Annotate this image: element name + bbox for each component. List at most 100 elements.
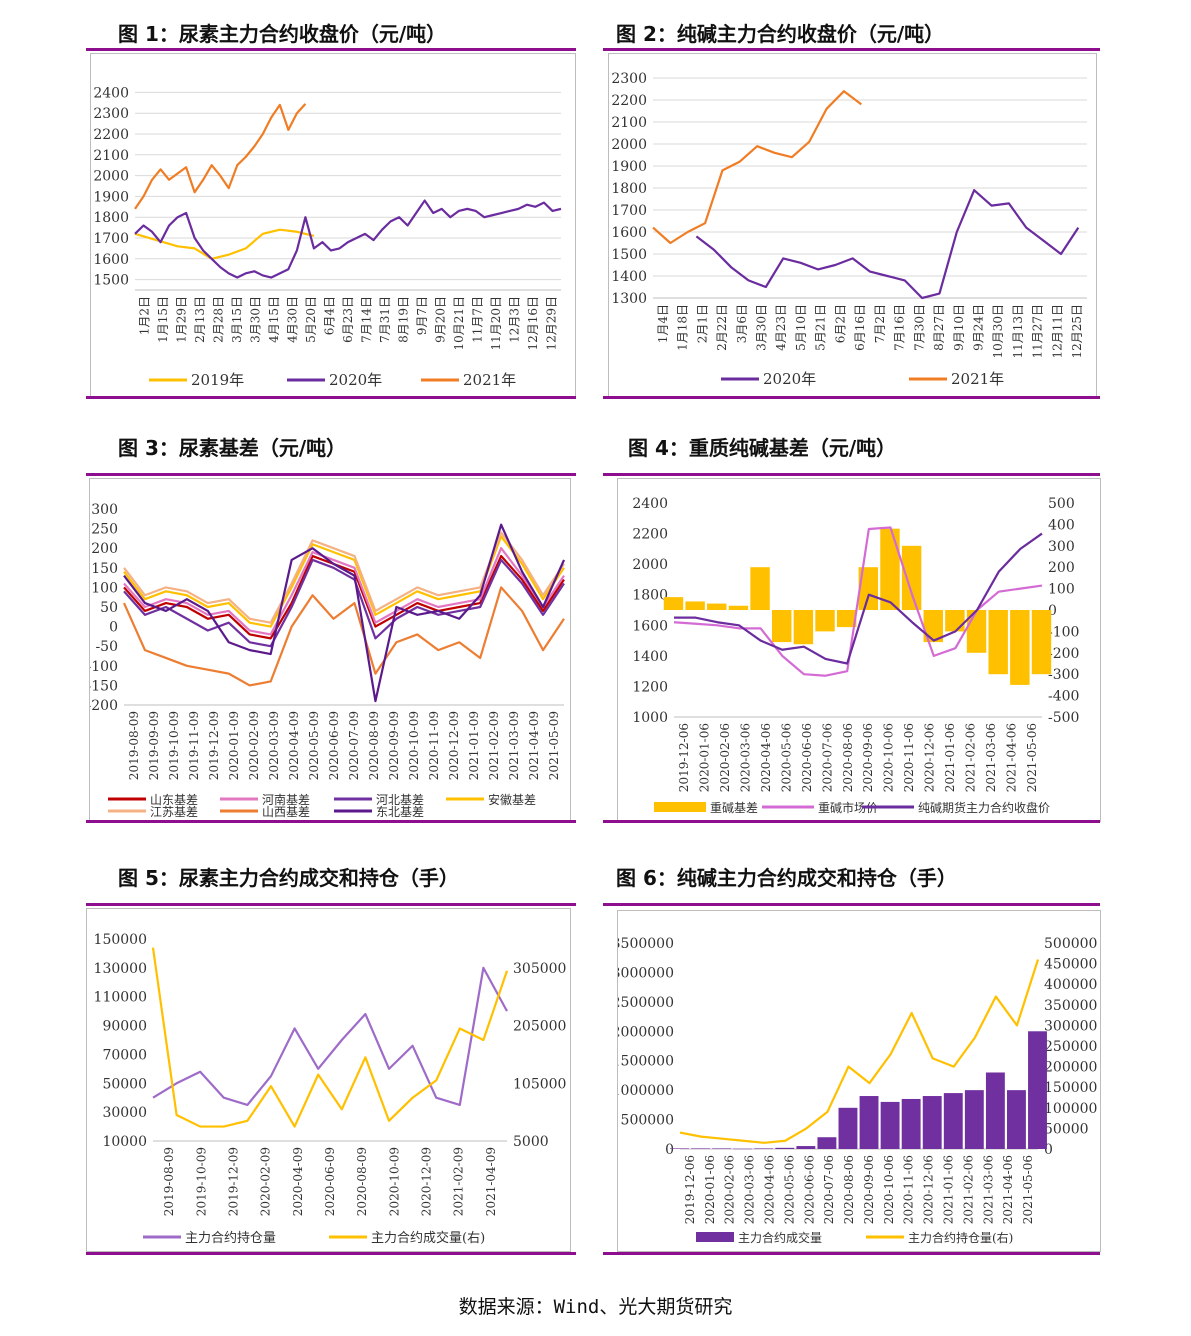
y-right-tick-label: -300 xyxy=(1048,667,1079,683)
chart1-plot: 1500 1600 1700 1800 1900 2000 2100 2200 2300 2400… xyxy=(93,85,562,389)
x-tick-label: 2020-06-09 xyxy=(323,1147,337,1216)
y-tick-label: 10000 xyxy=(102,1134,147,1150)
x-tick-label: 2021-03-06 xyxy=(981,1155,995,1224)
x-tick-label: 6月16日 xyxy=(853,304,867,351)
bar-mark xyxy=(858,567,879,610)
x-tick-label: 2019-10-09 xyxy=(167,711,181,780)
bar-mark xyxy=(945,610,965,632)
chart5-title: 图 5：尿素主力合约成交和持仓（手） xyxy=(118,866,459,890)
legend-label: 2020年 xyxy=(763,370,816,388)
bar-mark xyxy=(685,601,705,610)
chart1-box: 1500 1600 1700 1800 1900 2000 2100 2200 2300 2400… xyxy=(90,53,576,397)
x-tick-label: 2020-08-09 xyxy=(355,1147,369,1216)
x-tick-label: 2020-07-09 xyxy=(347,711,361,780)
x-tick-label: 2020-02-09 xyxy=(247,711,261,780)
x-tick-label: 2020-04-09 xyxy=(287,711,301,780)
x-tick-label: 2021-05-06 xyxy=(1025,723,1039,792)
y-tick-label: 1500 xyxy=(93,273,129,289)
x-tick-label: 2021-02-09 xyxy=(487,711,501,780)
x-tick-label: 1月4日 xyxy=(656,304,670,343)
x-tick-label: 11月20日 xyxy=(489,296,503,351)
x-tick-label: 2021-04-09 xyxy=(484,1147,498,1216)
y-tick-label: 1300 xyxy=(611,291,647,307)
chart4-title: 图 4：重质纯碱基差（元/吨） xyxy=(628,436,897,460)
legend-label: 主力合约成交量 xyxy=(738,1230,822,1245)
bar-mark xyxy=(988,610,1008,675)
x-tick-label: 2021-01-09 xyxy=(467,711,481,780)
y-right-tick-label: 105000 xyxy=(513,1076,566,1092)
x-tick-label: 2021-04-09 xyxy=(527,711,541,780)
chart4-box: 1000 1200 1400 1600 1800 2000 2200 2400 -500 -400… xyxy=(617,478,1101,822)
bar-mark xyxy=(817,1137,837,1149)
x-tick-label: 2021-02-06 xyxy=(963,723,977,792)
bar-mark xyxy=(922,1096,942,1149)
x-tick-label: 12月3日 xyxy=(508,296,522,343)
y-tick-label: 0 xyxy=(665,1142,674,1158)
bar-mark xyxy=(1028,1031,1047,1149)
series-line xyxy=(151,947,509,1128)
y-tick-label: 300 xyxy=(91,502,118,518)
x-tick-label: 2020-10-06 xyxy=(882,1155,896,1224)
x-tick-label: 2019-10-09 xyxy=(194,1147,208,1216)
x-tick-label: 8月19日 xyxy=(397,296,411,343)
bar-mark xyxy=(838,1107,858,1149)
x-tick-label: 2月13日 xyxy=(193,296,207,343)
series-line xyxy=(652,90,862,245)
series-line xyxy=(152,966,508,1107)
x-tick-label: 7月31日 xyxy=(378,296,392,343)
y-tick-label: 150000 xyxy=(94,932,147,948)
y-tick-label: 2100 xyxy=(611,115,647,131)
y-right-tick-label: 500000 xyxy=(1044,936,1097,952)
y-right-tick-label: 450000 xyxy=(1044,957,1097,973)
x-tick-label: 11月27日 xyxy=(1031,304,1045,359)
y-tick-label: 2400 xyxy=(93,85,129,101)
y-right-tick-label: 500 xyxy=(1048,496,1075,512)
x-tick-label: 2020-07-06 xyxy=(822,1155,836,1224)
x-tick-label: 1月29日 xyxy=(174,296,188,343)
series-line xyxy=(679,959,1040,1144)
x-tick-label: 2019-09-09 xyxy=(147,711,161,780)
y-tick-label: 2200 xyxy=(611,93,647,109)
x-tick-label: 9月24日 xyxy=(972,304,986,351)
chart1-title: 图 1：尿素主力合约收盘价（元/吨） xyxy=(118,22,447,46)
bar-mark xyxy=(663,597,684,610)
chart1-bottom-rule xyxy=(86,396,576,399)
y-tick-label: 200 xyxy=(91,541,118,557)
x-tick-label: 6月4日 xyxy=(322,296,336,335)
x-tick-label: 2020-11-09 xyxy=(427,711,441,780)
legend-label: 山东基差 xyxy=(150,793,198,807)
x-tick-label: 10月30日 xyxy=(991,304,1005,359)
y-right-tick-label: 250000 xyxy=(1044,1039,1097,1055)
y-tick-label: 100 xyxy=(91,580,118,596)
x-tick-label: 2020-09-06 xyxy=(861,723,875,792)
x-tick-label: 2019-12-06 xyxy=(683,1155,697,1224)
y-right-tick-label: 100 xyxy=(1048,582,1075,598)
x-tick-label: 2020-08-06 xyxy=(841,723,855,792)
x-tick-label: 2020-10-09 xyxy=(387,1147,401,1216)
legend-label: 2021年 xyxy=(463,371,516,389)
y-tick-label: 2200 xyxy=(93,127,129,143)
y-tick-label: 2300 xyxy=(93,106,129,122)
y-tick-label: 1000 xyxy=(632,710,668,726)
x-tick-label: 2020-02-06 xyxy=(723,1155,737,1224)
bar-mark xyxy=(923,610,943,643)
x-tick-label: 10月21日 xyxy=(452,296,466,351)
y-right-tick-label: 350000 xyxy=(1044,998,1097,1014)
legend-label: 主力合约成交量(右) xyxy=(371,1230,485,1246)
y-tick-label: 1400 xyxy=(632,649,668,665)
x-tick-label: 2021-01-06 xyxy=(942,1155,956,1224)
bar-mark xyxy=(880,1101,900,1149)
y-tick-label: 3000000 xyxy=(618,965,674,981)
y-right-tick-label: 400 xyxy=(1048,517,1075,533)
x-tick-label: 12月16日 xyxy=(526,296,540,351)
chart5-plot: 10000 30000 50000 70000 90000 110000 130000 150… xyxy=(94,932,567,1246)
x-tick-label: 2021-03-06 xyxy=(984,723,998,792)
series-line xyxy=(695,189,1080,300)
y-right-tick-label: 5000 xyxy=(513,1134,549,1150)
y-right-tick-label: 400000 xyxy=(1044,977,1097,993)
x-tick-label: 6月2日 xyxy=(833,304,847,343)
x-tick-label: 1月15日 xyxy=(156,296,170,343)
chart6-box: 0500000100000015000002000000250000030000… xyxy=(612,910,1101,1252)
chart6-title: 图 6：纯碱主力合约成交和持仓（手） xyxy=(616,866,957,890)
x-tick-label: 6月23日 xyxy=(341,296,355,343)
